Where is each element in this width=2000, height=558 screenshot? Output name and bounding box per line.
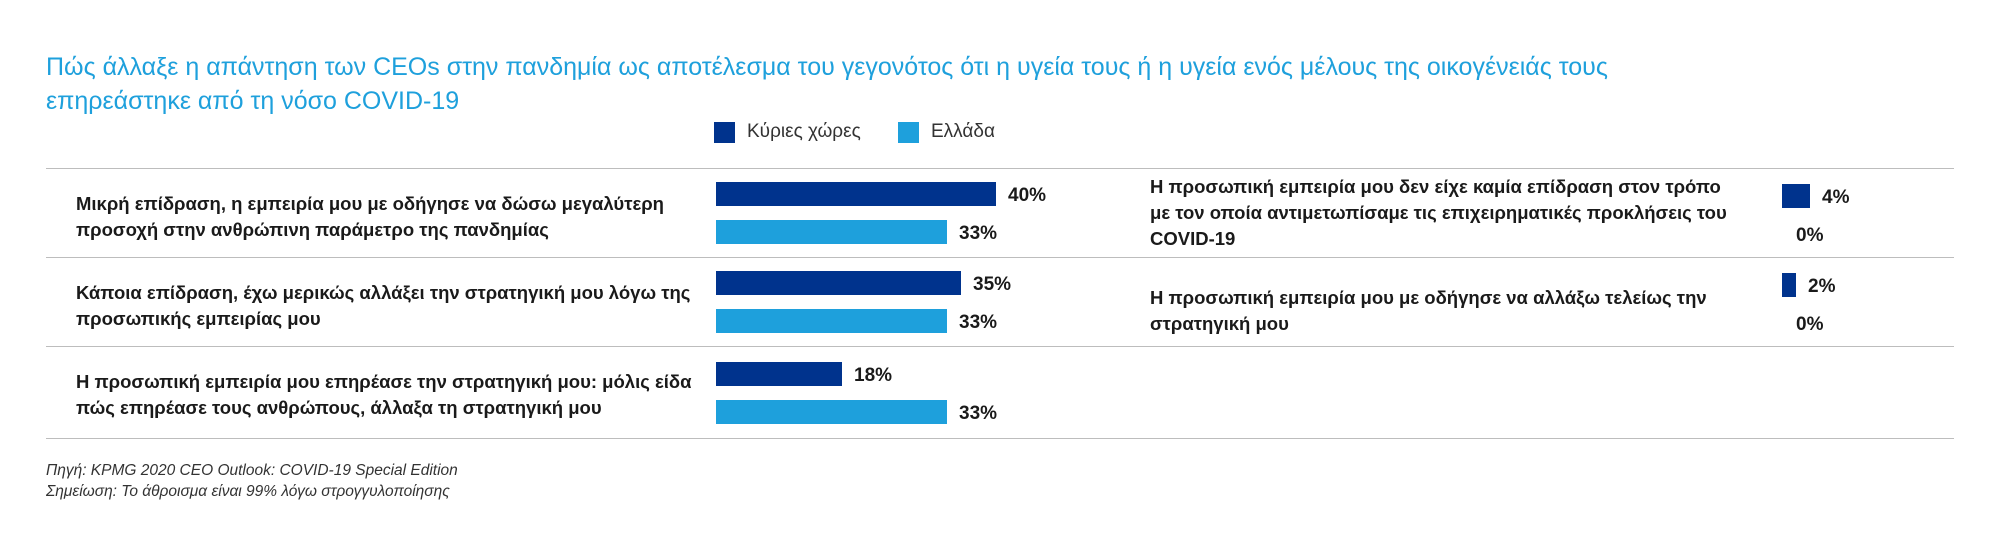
value-label-greece-5: 0% (1796, 314, 1824, 335)
bar-greece-1 (716, 220, 947, 244)
bar-main-countries-2 (716, 271, 961, 295)
bar-main-countries-4 (1782, 184, 1810, 208)
bar-main-countries-5 (1782, 273, 1796, 297)
category-label-1: Μικρή επίδραση, η εμπειρία μου με οδήγησ… (76, 193, 664, 240)
divider-bottom (46, 438, 1954, 439)
legend-label-greece: Ελλάδα (931, 121, 995, 142)
value-label-main-countries-4: 4% (1822, 187, 1850, 208)
chart-title: Πώς άλλαξε η απάντηση των CEOs στην πανδ… (46, 53, 1608, 115)
category-label-2: Κάποια επίδραση, έχω μερικώς αλλάξει την… (76, 282, 691, 329)
value-label-main-countries-2: 35% (973, 274, 1011, 295)
category-label-4: Η προσωπική εμπειρία μου δεν είχε καμία … (1150, 176, 1727, 249)
value-label-greece-1: 33% (959, 223, 997, 244)
value-label-main-countries-3: 18% (854, 365, 892, 386)
category-label-3: Η προσωπική εμπειρία μου επηρέασε την στ… (76, 371, 692, 418)
legend-swatch-main-countries (714, 121, 735, 143)
value-label-greece-2: 33% (959, 312, 997, 333)
category-label-5: Η προσωπική εμπειρία μου με οδήγησε να α… (1150, 287, 1707, 334)
legend-item-greece: Ελλάδα (898, 121, 995, 143)
divider-row-1 (46, 257, 1954, 258)
legend-swatch-greece (898, 121, 919, 143)
bar-main-countries-1 (716, 182, 996, 206)
source-note: Πηγή: KPMG 2020 CEO Outlook: COVID-19 Sp… (46, 462, 458, 479)
bar-greece-3 (716, 400, 947, 424)
value-label-greece-3: 33% (959, 403, 997, 424)
divider-top (46, 168, 1954, 169)
bar-greece-2 (716, 309, 947, 333)
bar-main-countries-3 (716, 362, 842, 386)
value-label-main-countries-1: 40% (1008, 185, 1046, 206)
value-label-main-countries-5: 2% (1808, 276, 1836, 297)
legend-label-main-countries: Κύριες χώρες (747, 121, 861, 142)
divider-row-2 (46, 346, 1954, 347)
legend-item-main-countries: Κύριες χώρες (714, 121, 861, 143)
rounding-note: Σημείωση: Το άθροισμα είναι 99% λόγω στρ… (46, 483, 450, 500)
value-label-greece-4: 0% (1796, 225, 1824, 246)
